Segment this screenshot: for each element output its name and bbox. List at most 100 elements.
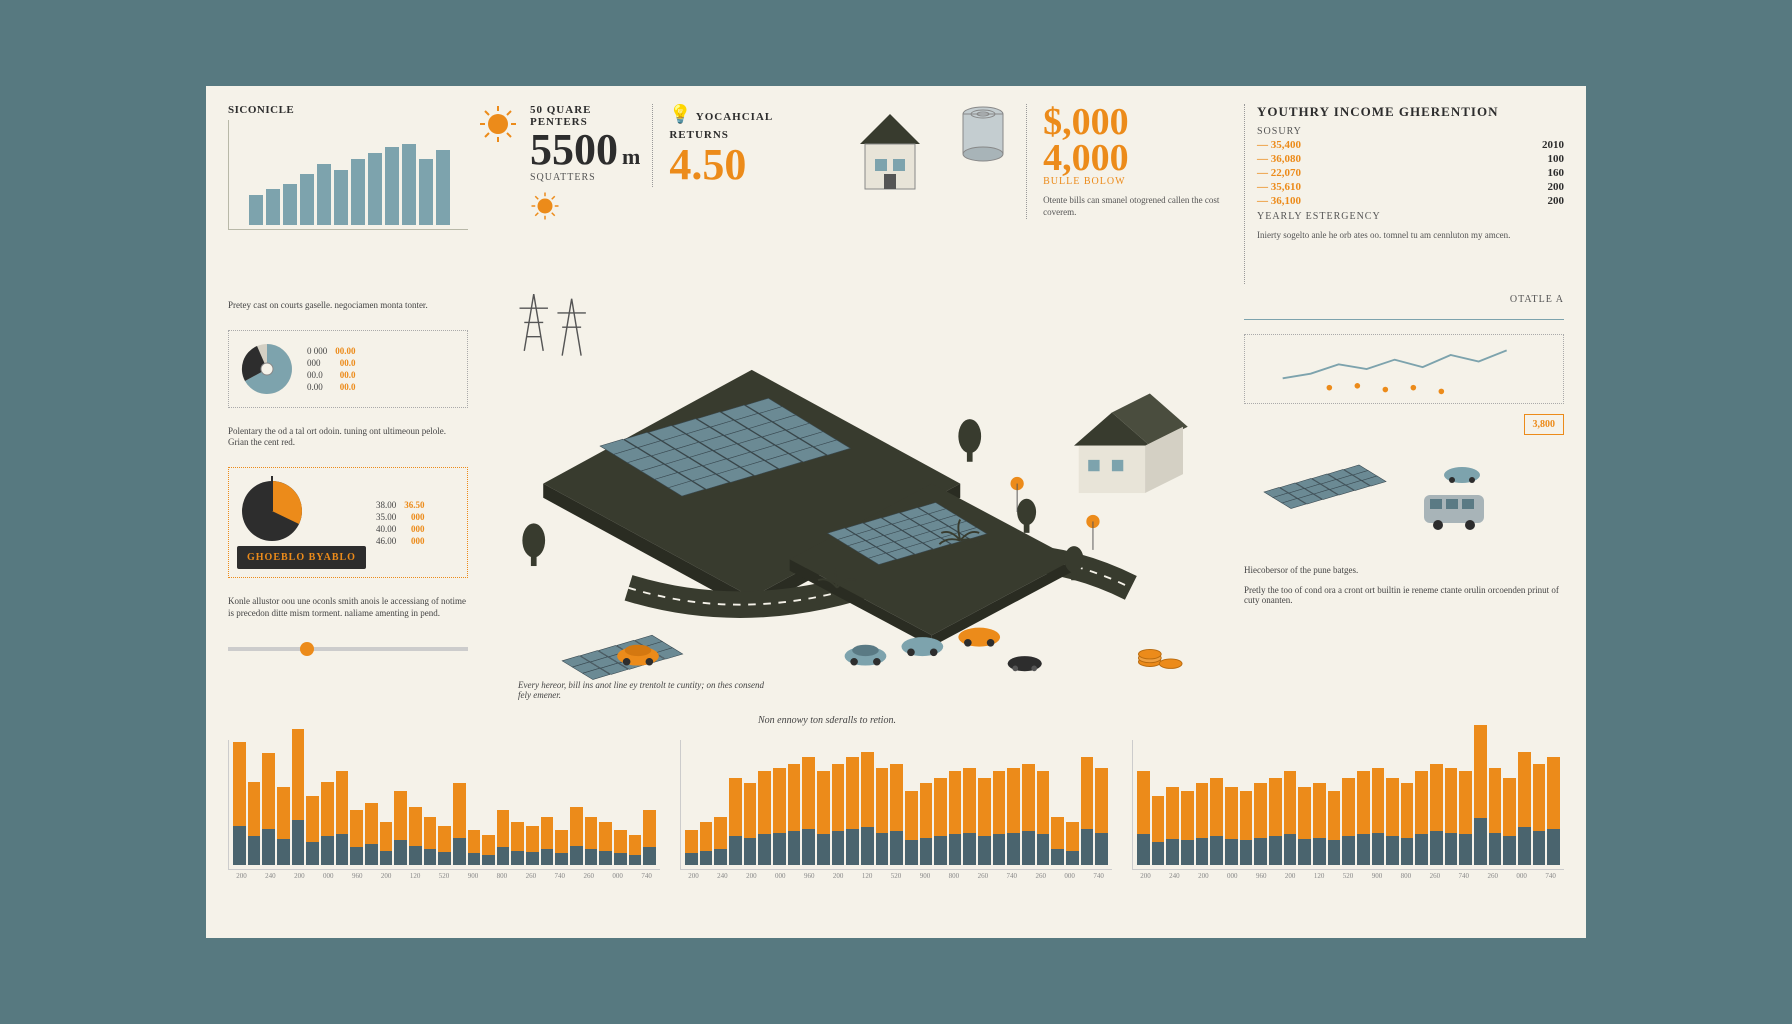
- legend-item: 35.00000: [376, 512, 425, 522]
- stacked-bar: [744, 783, 757, 865]
- x-tick-label: 120: [402, 872, 429, 880]
- scene-caption-2: Non ennowy ton sderalls to retion.: [758, 715, 896, 726]
- scene-svg: [478, 294, 1234, 730]
- car-icon: [617, 628, 1042, 672]
- mini-bar-group: [228, 120, 468, 230]
- x-tick-label: 000: [767, 872, 794, 880]
- stacked-bar: [788, 764, 801, 865]
- returns-value: 4.50: [669, 143, 812, 187]
- stacked-bar: [599, 822, 612, 865]
- x-tick-label: 200: [738, 872, 765, 880]
- cylinder-text: Otente bills can smanel otogrened callen…: [1043, 195, 1234, 218]
- stacked-bar: [629, 835, 642, 865]
- sun-icon: [478, 104, 518, 144]
- stacked-bar: [262, 753, 275, 865]
- legend-item: 0.0000.0: [307, 382, 356, 392]
- x-tick-label: 260: [1421, 872, 1448, 880]
- x-tick-label: 960: [796, 872, 823, 880]
- x-tick-label: 520: [883, 872, 910, 880]
- stacked-bar: [614, 830, 627, 865]
- stacked-bar: [1066, 822, 1079, 865]
- stacked-bar: [468, 830, 481, 865]
- x-tick-label: 000: [1056, 872, 1083, 880]
- stacked-bar: [993, 771, 1006, 865]
- x-tick-label: 900: [1364, 872, 1391, 880]
- income-row: — 22,070160: [1257, 167, 1564, 179]
- stacked-bar: [949, 771, 962, 865]
- orange-value-box: 3,800: [1524, 414, 1565, 435]
- income-row: — 36,080100: [1257, 153, 1564, 165]
- top-left-mini-chart: SICONICLE: [228, 104, 468, 284]
- stacked-bar: [1298, 787, 1311, 865]
- stacked-bar: [773, 768, 786, 866]
- stacked-bar: [905, 791, 918, 865]
- stacked-bar: [526, 826, 539, 865]
- x-tick-label: 120: [854, 872, 881, 880]
- x-tick-label: 740: [546, 872, 573, 880]
- x-tick-label: 200: [286, 872, 313, 880]
- header-block: 50 QUARE PENTERS 5500 m SQUATTERS 💡 YOCA…: [478, 104, 1234, 284]
- dollar-1: $,000: [1043, 104, 1234, 140]
- pie-chart-2: [237, 476, 307, 546]
- isometric-scene: Every hereor, bill ins anot line ey tren…: [478, 294, 1234, 730]
- side-text-1: Pretey cast on courts gaselle. negociame…: [228, 300, 468, 312]
- stacked-bar: [321, 782, 334, 865]
- income-column: YOUTHRY INCOME GHERENTION SOSURY — 35,40…: [1244, 104, 1564, 284]
- pylon-icon: [520, 294, 586, 356]
- legend-item: 46.00000: [376, 536, 425, 546]
- stacked-bar: [1342, 778, 1355, 865]
- x-tick-label: 000: [1508, 872, 1535, 880]
- x-tick-label: 260: [1479, 872, 1506, 880]
- x-tick-label: 260: [1027, 872, 1054, 880]
- stacked-bar: [1095, 768, 1108, 866]
- legend-item: 0 00000.00: [307, 346, 356, 356]
- stacked-bar: [570, 807, 583, 866]
- stacked-bar: [336, 771, 349, 865]
- dollar-2: 4,000: [1043, 140, 1234, 176]
- x-tick-label: 740: [998, 872, 1025, 880]
- stacked-bar: [438, 826, 451, 865]
- stacked-bar: [1166, 787, 1179, 865]
- right-mini-chart: [1244, 334, 1564, 404]
- scene-caption-1: Every hereor, bill ins anot line ey tren…: [518, 680, 778, 700]
- stacked-bar: [409, 807, 422, 866]
- header-caption: SQUATTERS: [530, 172, 640, 183]
- side-text-3: Konle allustor oou une oconls smith anoi…: [228, 596, 468, 619]
- stacked-bar: [1547, 757, 1560, 865]
- stacked-bar: [585, 817, 598, 865]
- income-row: — 35,4002010: [1257, 139, 1564, 151]
- stacked-bar: [1037, 771, 1050, 865]
- bulb-icon: 💡: [669, 104, 691, 124]
- slider-track: [228, 647, 468, 651]
- stacked-bar: [482, 835, 495, 865]
- dark-badge: GHOEBLO BYABLO: [237, 546, 366, 569]
- x-tick-label: 240: [257, 872, 284, 880]
- x-tick-label: 960: [344, 872, 371, 880]
- stacked-bar: [1386, 778, 1399, 865]
- stacked-bar: [453, 783, 466, 865]
- stacked-bar: [1240, 791, 1253, 865]
- stacked-bar: [1445, 768, 1458, 866]
- stacked-bar: [1051, 817, 1064, 865]
- x-tick-label: 900: [912, 872, 939, 880]
- stacked-bar: [1459, 771, 1472, 865]
- sosury-label: SOSURY: [1257, 126, 1564, 137]
- income-text: Inierty sogelto anle he orb ates oo. tom…: [1257, 230, 1564, 242]
- house-icon: [850, 104, 930, 194]
- infographic-canvas: SICONICLE 50 QUARE PENTERS 5500 m SQUATT…: [206, 86, 1586, 938]
- sun-icon-2: [530, 191, 640, 221]
- x-tick-label: 260: [575, 872, 602, 880]
- stacked-bar: [1313, 783, 1326, 865]
- legend-item: 38.0036.50: [376, 500, 425, 510]
- x-tick-label: 240: [1161, 872, 1188, 880]
- header-big-num: 5500: [530, 128, 618, 172]
- stacked-bar: [365, 803, 378, 865]
- stacked-bar: [1022, 764, 1035, 865]
- stacked-bar: [1152, 796, 1165, 865]
- income-title: YOUTHRY INCOME GHERENTION: [1257, 104, 1564, 120]
- pie-1-legend: 0 00000.0000000.000.000.00.0000.0: [307, 344, 356, 394]
- bottom-chart-2: 2002402000009602001205209008002607402600…: [680, 740, 1112, 920]
- stacked-bar: [306, 796, 319, 865]
- stacked-bar: [511, 822, 524, 865]
- x-tick-label: 200: [373, 872, 400, 880]
